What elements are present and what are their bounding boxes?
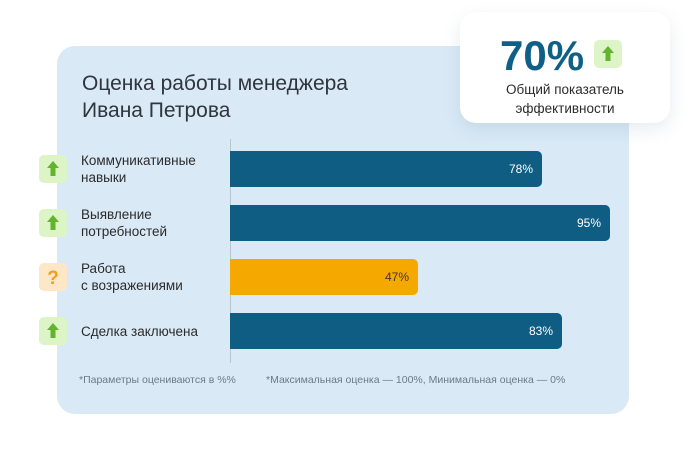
arrow-up-icon bbox=[594, 40, 622, 68]
bar: 47% bbox=[230, 259, 418, 295]
kpi-label: Общий показатель эффективности bbox=[460, 80, 670, 118]
bar-value-label: 47% bbox=[384, 270, 409, 284]
question-icon: ? bbox=[39, 263, 67, 291]
arrow-up-icon bbox=[39, 317, 67, 345]
bar-value-label: 83% bbox=[528, 324, 553, 338]
category-label: Сделка заключена bbox=[81, 323, 229, 340]
kpi-value: 70% bbox=[500, 32, 585, 79]
arrow-up-icon bbox=[39, 155, 67, 183]
category-label: Работа с возражениями bbox=[81, 260, 229, 294]
bar-value-label: 78% bbox=[508, 162, 533, 176]
footnote-percent: *Параметры оцениваются в %% bbox=[79, 374, 236, 386]
category-label-line: потребностей bbox=[81, 224, 168, 239]
chart-title-line-2: Ивана Петрова bbox=[82, 99, 231, 122]
chart-title-line-1: Оценка работы менеджера bbox=[82, 72, 348, 95]
svg-text:?: ? bbox=[47, 268, 59, 289]
category-label-line: навыки bbox=[81, 170, 127, 185]
category-label-line: Выявление bbox=[81, 207, 152, 222]
bar: 78% bbox=[230, 151, 542, 187]
chart-axis bbox=[230, 139, 231, 363]
kpi-label-line-2: эффективности bbox=[515, 101, 615, 116]
bar-value-label: 95% bbox=[576, 216, 601, 230]
arrow-up-icon bbox=[39, 209, 67, 237]
kpi-label-line-1: Общий показатель bbox=[506, 82, 624, 97]
category-label-line: Сделка заключена bbox=[81, 323, 198, 339]
category-label: Выявление потребностей bbox=[81, 206, 229, 240]
kpi-card: 70% Общий показатель эффективности bbox=[460, 12, 670, 123]
chart-title: Оценка работы менеджера Ивана Петрова bbox=[82, 70, 402, 124]
bar: 83% bbox=[230, 313, 562, 349]
category-label-line: с возражениями bbox=[81, 278, 183, 293]
footnote-scale: *Максимальная оценка — 100%, Минимальная… bbox=[266, 374, 566, 386]
category-label: Коммуникативные навыки bbox=[81, 152, 229, 186]
bar: 95% bbox=[230, 205, 610, 241]
category-label-line: Коммуникативные bbox=[81, 153, 196, 168]
category-label-line: Работа bbox=[81, 261, 126, 276]
